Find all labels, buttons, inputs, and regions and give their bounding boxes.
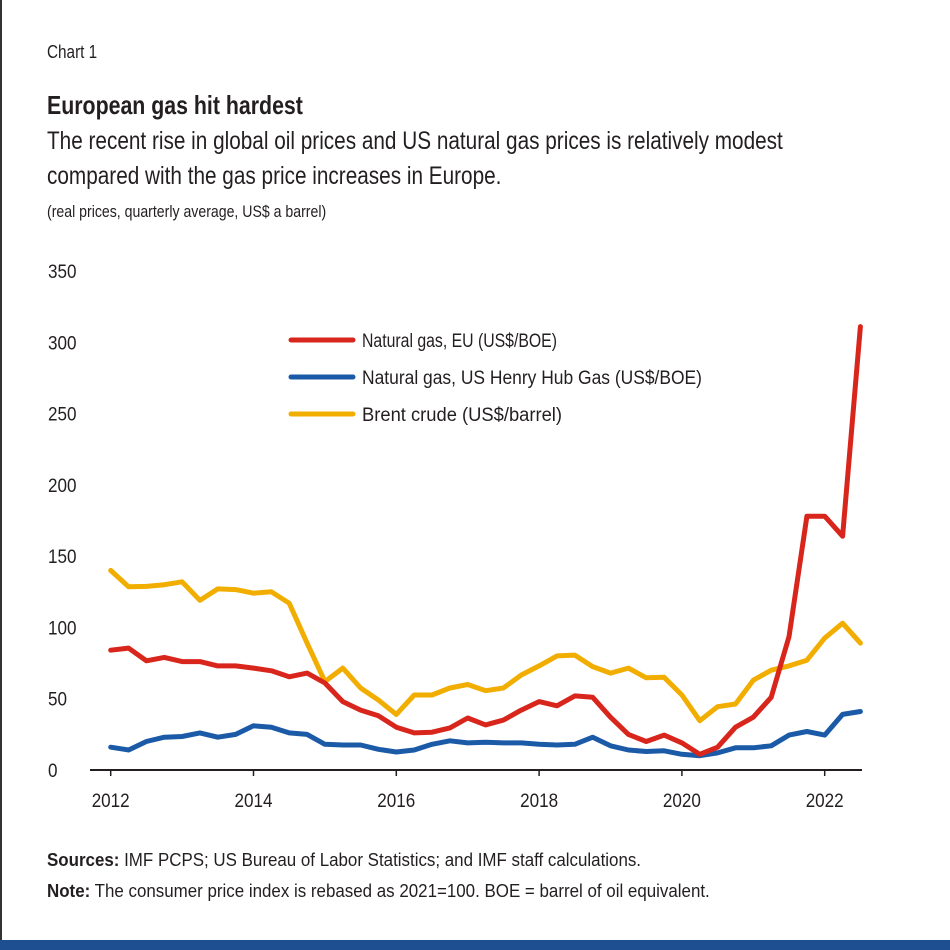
subtitle-line-2: compared with the gas price increases in… (47, 162, 502, 190)
y-tick-label: 50 (48, 690, 67, 711)
x-tick-label: 2020 (663, 791, 701, 812)
x-tick-label: 2018 (520, 791, 558, 812)
note-label: Note: (47, 881, 91, 901)
left-border (0, 0, 2, 940)
footnote: Note: The consumer price index is rebase… (47, 881, 710, 902)
y-tick-label: 350 (48, 262, 77, 283)
series-line-0 (108, 324, 863, 757)
units-note: (real prices, quarterly average, US$ a b… (47, 202, 327, 221)
y-tick-label: 250 (48, 405, 77, 426)
y-tick-label: 0 (48, 761, 58, 782)
x-tick-label: 2012 (92, 791, 130, 812)
x-tick-label: 2016 (377, 791, 415, 812)
note-text: The consumer price index is rebased as 2… (90, 881, 710, 901)
y-tick-label: 200 (48, 476, 77, 497)
bottom-brand-bar (0, 940, 950, 950)
sources-label: Sources: (47, 850, 120, 870)
legend-label-2: Brent crude (US$/barrel) (362, 405, 562, 426)
x-tick-label: 2014 (235, 791, 273, 812)
subtitle-line-1: The recent rise in global oil prices and… (47, 127, 783, 155)
series-line-2 (108, 567, 863, 724)
chart-number: Chart 1 (47, 42, 98, 62)
legend-label-1: Natural gas, US Henry Hub Gas (US$/BOE) (362, 368, 702, 389)
sources-text: IMF PCPS; US Bureau of Labor Statistics;… (119, 850, 642, 870)
y-tick-label: 300 (48, 333, 77, 354)
x-tick-label: 2022 (806, 791, 844, 812)
chart-title: European gas hit hardest (47, 90, 303, 120)
series-line-1 (108, 709, 863, 759)
y-tick-label: 150 (48, 547, 77, 568)
sources-note: Sources: IMF PCPS; US Bureau of Labor St… (47, 850, 641, 871)
y-tick-label: 100 (48, 618, 77, 639)
legend-label-0: Natural gas, EU (US$/BOE) (362, 331, 557, 352)
